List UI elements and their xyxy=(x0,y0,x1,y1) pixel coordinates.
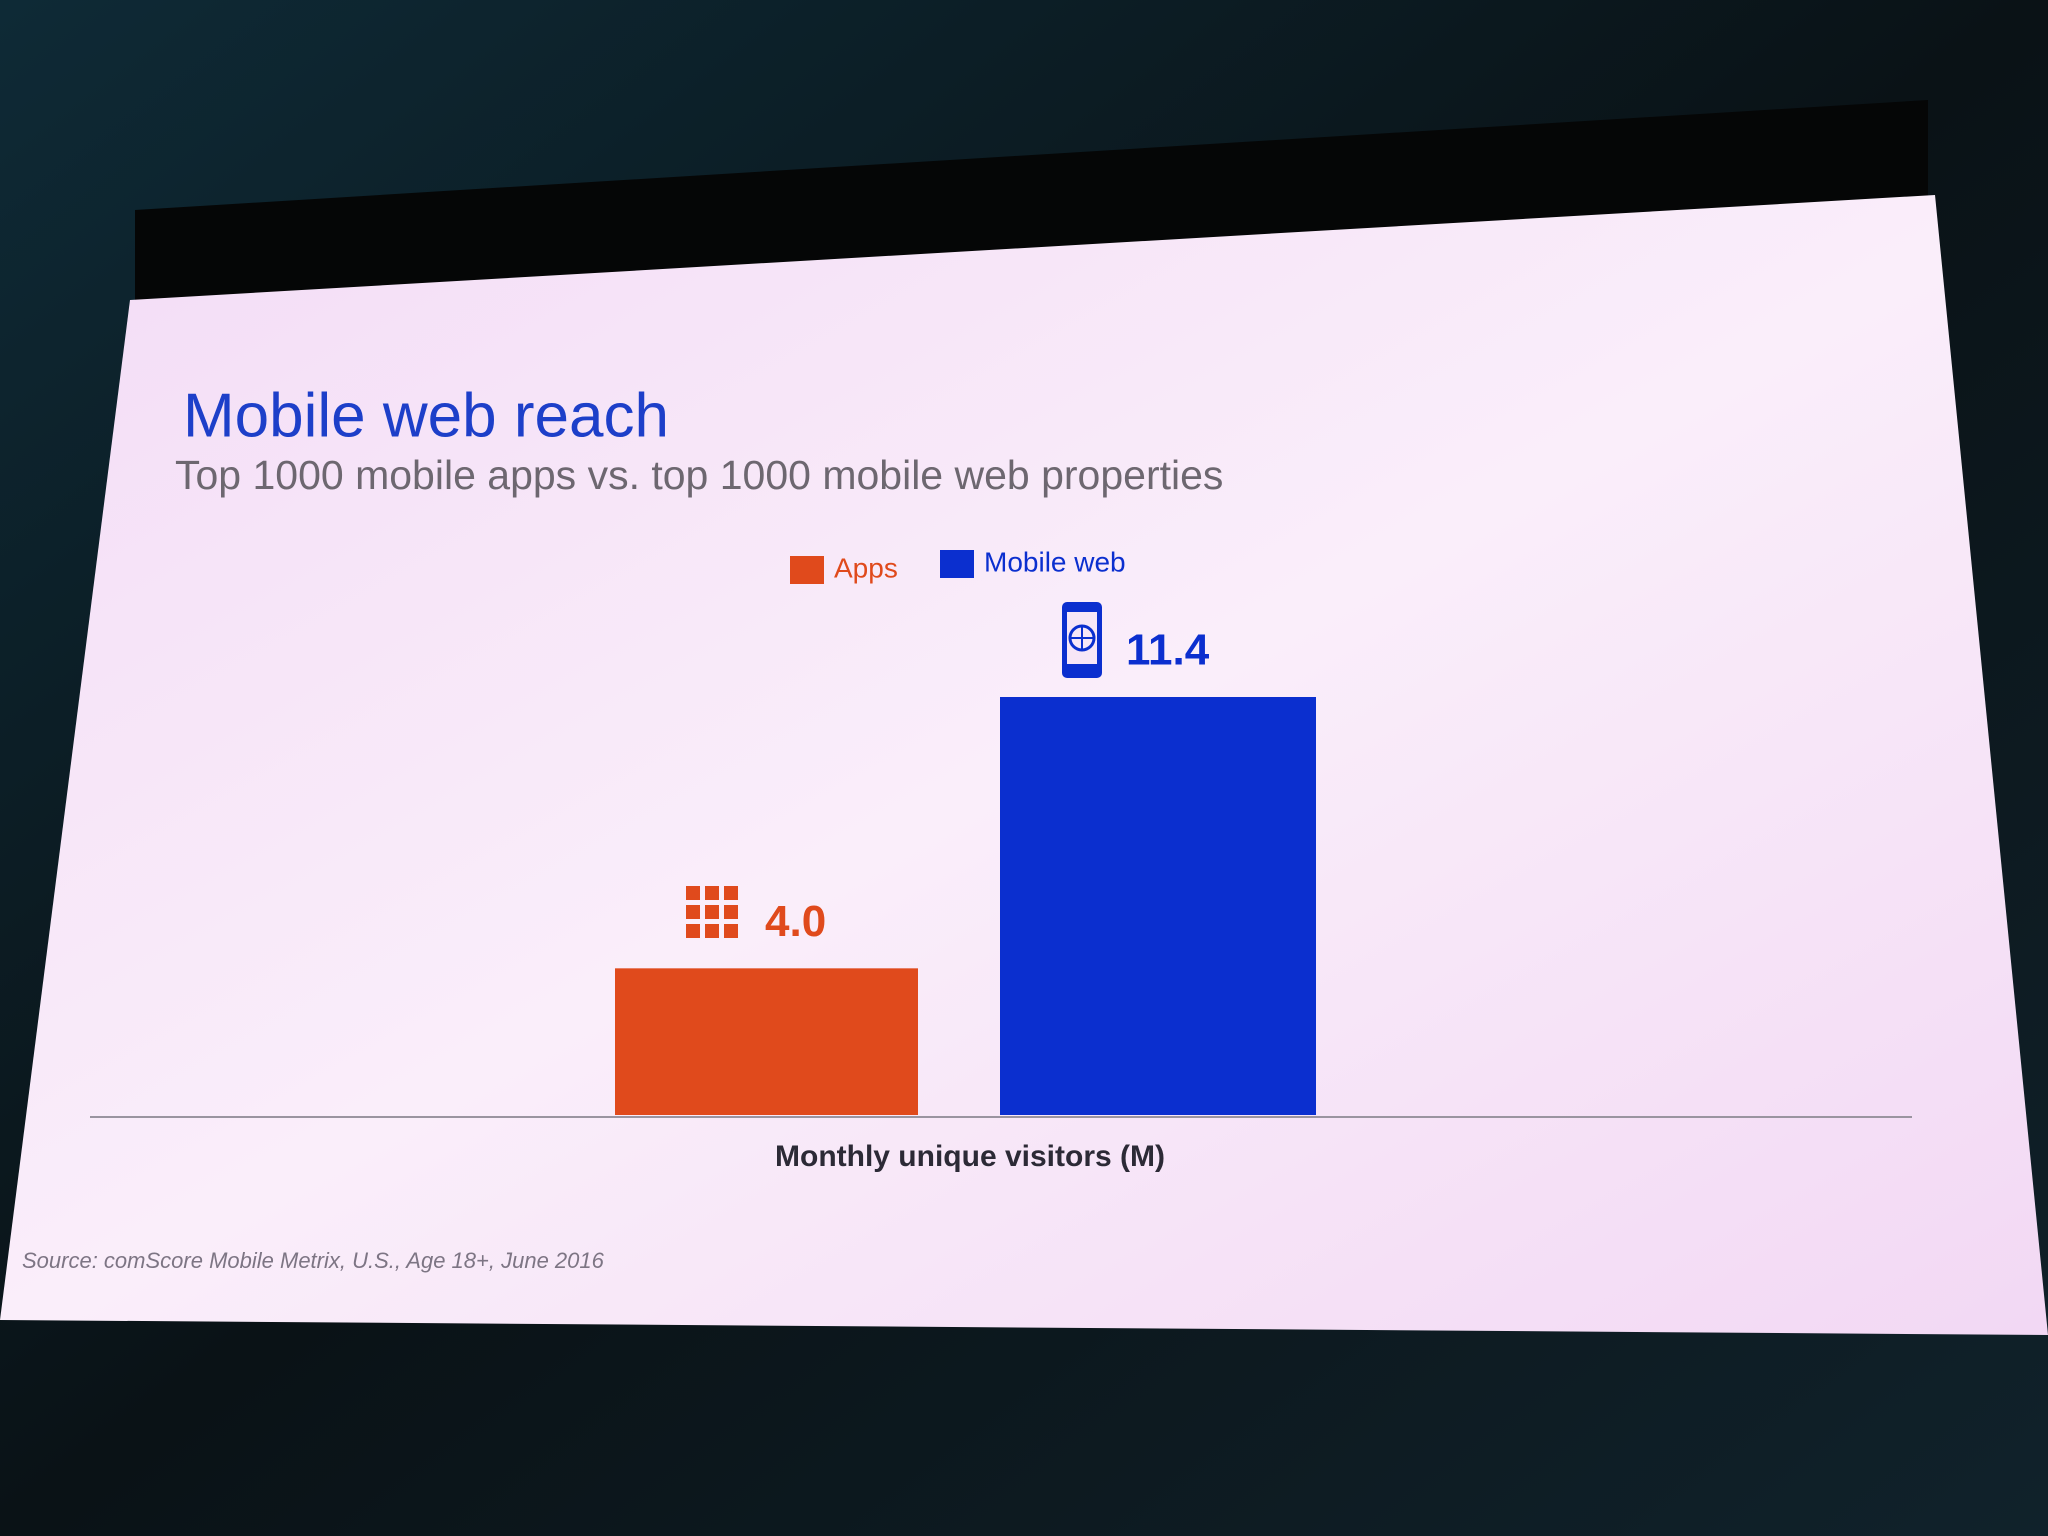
screen-frame xyxy=(135,100,1928,300)
value-label: 4.0 xyxy=(765,897,826,946)
apps-icon xyxy=(686,886,738,938)
chart-subtitle: Top 1000 mobile apps vs. top 1000 mobile… xyxy=(175,452,1223,498)
value-label: 11.4 xyxy=(1126,626,1210,675)
mobile-web-icon xyxy=(1062,602,1102,678)
legend-swatch xyxy=(790,556,824,584)
source-note: Source: comScore Mobile Metrix, U.S., Ag… xyxy=(22,1248,605,1273)
chart-title: Mobile web reach xyxy=(183,381,669,450)
x-axis-label: Monthly unique visitors (M) xyxy=(775,1140,1165,1173)
legend-swatch xyxy=(940,550,974,578)
legend-label: Mobile web xyxy=(984,546,1126,577)
bar xyxy=(615,968,918,1115)
bar xyxy=(1000,697,1316,1115)
legend-label: Apps xyxy=(834,552,898,583)
legend: Apps Mobile web xyxy=(790,546,1126,584)
